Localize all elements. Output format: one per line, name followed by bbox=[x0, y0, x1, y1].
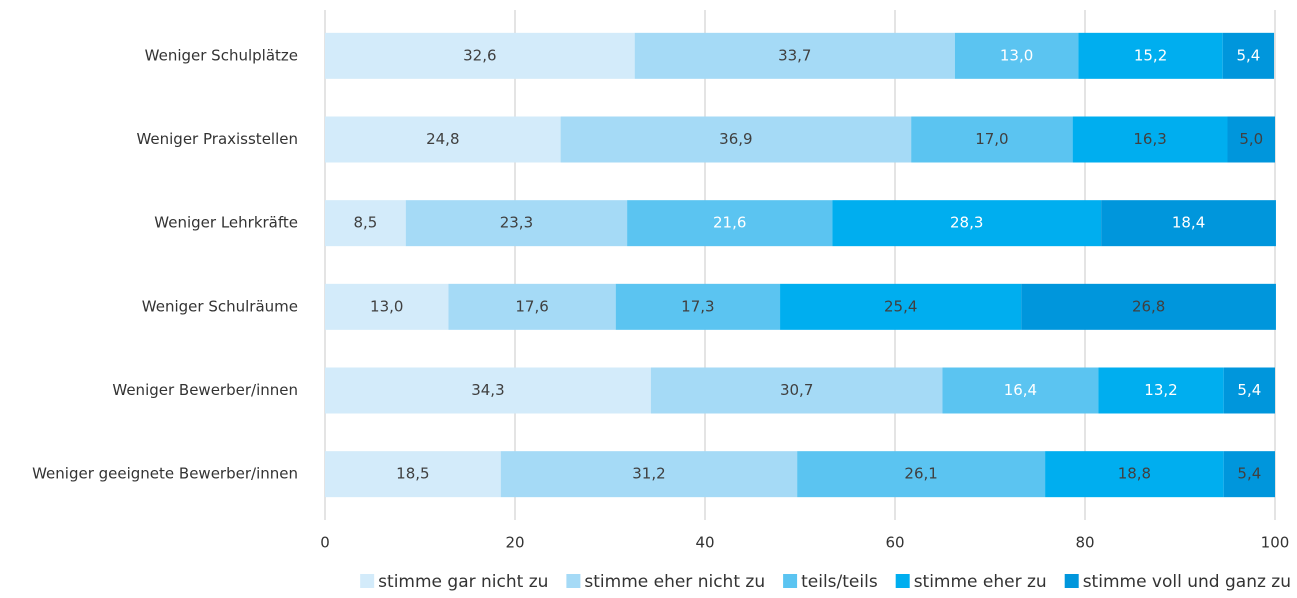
bar-segment bbox=[942, 367, 1099, 414]
x-tick-label: 60 bbox=[885, 534, 904, 552]
legend-label: stimme gar nicht zu bbox=[378, 572, 548, 592]
y-tick-label: Weniger Lehrkräfte bbox=[154, 214, 298, 232]
y-tick-label: Weniger Bewerber/innen bbox=[112, 381, 298, 399]
bar-segment bbox=[1045, 451, 1224, 498]
data-label: 17,0 bbox=[975, 130, 1008, 148]
bar-segment bbox=[627, 200, 833, 247]
bar-segment bbox=[1021, 283, 1276, 330]
bar-segment bbox=[325, 451, 501, 498]
legend-swatch bbox=[360, 574, 375, 588]
bar-segment bbox=[954, 32, 1079, 79]
x-tick-label: 20 bbox=[505, 534, 524, 552]
bar-segment bbox=[634, 32, 955, 79]
legend-swatch bbox=[1064, 574, 1079, 588]
data-label: 13,2 bbox=[1144, 381, 1177, 399]
bar-segment bbox=[325, 200, 406, 247]
data-label: 21,6 bbox=[713, 214, 746, 232]
bar-segment bbox=[1227, 116, 1275, 163]
legend-swatch bbox=[566, 574, 581, 588]
legend-label: stimme eher zu bbox=[914, 572, 1047, 592]
bar-segment bbox=[1078, 32, 1223, 79]
bar-segment bbox=[832, 200, 1102, 247]
bar-segment bbox=[1098, 367, 1224, 414]
x-tick-label: 80 bbox=[1075, 534, 1094, 552]
data-label: 26,1 bbox=[904, 465, 937, 483]
data-label: 18,4 bbox=[1172, 214, 1205, 232]
x-tick-label: 40 bbox=[695, 534, 714, 552]
bar-segment bbox=[448, 283, 616, 330]
data-label: 26,8 bbox=[1132, 297, 1165, 315]
data-label: 24,8 bbox=[426, 130, 459, 148]
bar-segment bbox=[615, 283, 781, 330]
data-label: 18,8 bbox=[1118, 465, 1151, 483]
data-label: 33,7 bbox=[778, 46, 811, 64]
data-label: 13,0 bbox=[1000, 46, 1033, 64]
data-label: 31,2 bbox=[632, 465, 665, 483]
bar-segment bbox=[325, 283, 449, 330]
data-label: 5,4 bbox=[1237, 465, 1261, 483]
bar-segment bbox=[650, 367, 943, 414]
data-label: 13,0 bbox=[370, 297, 403, 315]
bar-segment bbox=[1072, 116, 1228, 163]
data-label: 36,9 bbox=[719, 130, 752, 148]
legend-label: stimme voll und ganz zu bbox=[1083, 572, 1291, 592]
y-tick-label: Weniger geeignete Bewerber/innen bbox=[32, 465, 298, 483]
legend-swatch bbox=[895, 574, 910, 588]
x-tick-label: 0 bbox=[320, 534, 330, 552]
data-label: 23,3 bbox=[500, 214, 533, 232]
data-label: 5,4 bbox=[1237, 381, 1261, 399]
data-label: 34,3 bbox=[471, 381, 504, 399]
data-label: 15,2 bbox=[1134, 46, 1167, 64]
data-label: 28,3 bbox=[950, 214, 983, 232]
data-label: 8,5 bbox=[353, 214, 377, 232]
data-label: 16,3 bbox=[1133, 130, 1166, 148]
bar-segment bbox=[325, 116, 561, 163]
bar-segment bbox=[911, 116, 1073, 163]
bar-segment bbox=[780, 283, 1022, 330]
data-label: 17,3 bbox=[681, 297, 714, 315]
bar-segment bbox=[1223, 367, 1275, 414]
y-tick-label: Weniger Praxisstellen bbox=[136, 130, 298, 148]
y-tick-label: Weniger Schulplätze bbox=[145, 46, 298, 64]
data-label: 16,4 bbox=[1004, 381, 1037, 399]
data-label: 18,5 bbox=[396, 465, 429, 483]
bar-segment bbox=[1101, 200, 1276, 247]
bar-segment bbox=[797, 451, 1046, 498]
data-label: 25,4 bbox=[884, 297, 917, 315]
legend-swatch bbox=[783, 574, 798, 588]
legend-label: stimme eher nicht zu bbox=[584, 572, 765, 592]
bar-segment bbox=[325, 32, 635, 79]
data-label: 5,0 bbox=[1239, 130, 1263, 148]
bar-segment bbox=[405, 200, 628, 247]
data-label: 30,7 bbox=[780, 381, 813, 399]
data-label: 17,6 bbox=[515, 297, 548, 315]
x-tick-label: 100 bbox=[1261, 534, 1290, 552]
bar-segment bbox=[1223, 451, 1275, 498]
bar-segment bbox=[500, 451, 798, 498]
bar-segment bbox=[560, 116, 912, 163]
bar-segment bbox=[325, 367, 651, 414]
bar-segment bbox=[1222, 32, 1275, 79]
data-label: 32,6 bbox=[463, 46, 496, 64]
y-tick-label: Weniger Schulräume bbox=[142, 297, 298, 315]
legend-label: teils/teils bbox=[801, 572, 878, 592]
data-label: 5,4 bbox=[1236, 46, 1260, 64]
